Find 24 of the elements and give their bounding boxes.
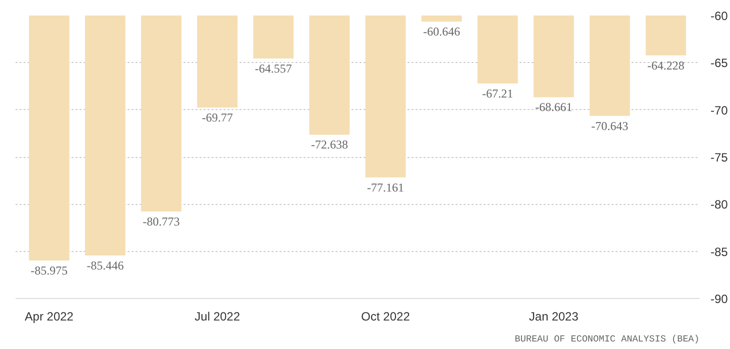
data-label: -64.228 <box>647 58 684 72</box>
y-tick-label: -75 <box>710 150 728 164</box>
data-label: -67.21 <box>482 86 514 101</box>
data-label: -77.161 <box>367 180 404 194</box>
text: BUREAU OF ECONOMIC ANALYSIS (BEA) <box>514 334 700 344</box>
y-tick-label: -60 <box>710 9 728 23</box>
data-label: -80.773 <box>142 214 180 228</box>
data-label: -64.557 <box>254 61 292 76</box>
x-tick-label: Jul 2022 <box>194 310 240 324</box>
y-tick-label: -90 <box>710 292 728 306</box>
data-label: -85.975 <box>30 264 68 278</box>
y-tick-label: -85 <box>710 244 728 259</box>
data-label: -72.638 <box>310 138 348 152</box>
data-label: -85.446 <box>86 258 124 273</box>
x-tick-label: Jan 2023 <box>529 310 579 324</box>
y-tick-label: -80 <box>710 198 728 212</box>
data-label: -68.661 <box>535 100 572 114</box>
x-tick-label: Oct 2022 <box>361 310 410 324</box>
data-label: -60.646 <box>423 24 460 39</box>
y-tick-label: -65 <box>710 56 728 70</box>
data-label: -70.643 <box>591 118 628 133</box>
data-label: -69.77 <box>202 110 233 125</box>
x-tick-label: Apr 2022 <box>24 310 74 324</box>
y-tick-label: -70 <box>710 103 728 118</box>
